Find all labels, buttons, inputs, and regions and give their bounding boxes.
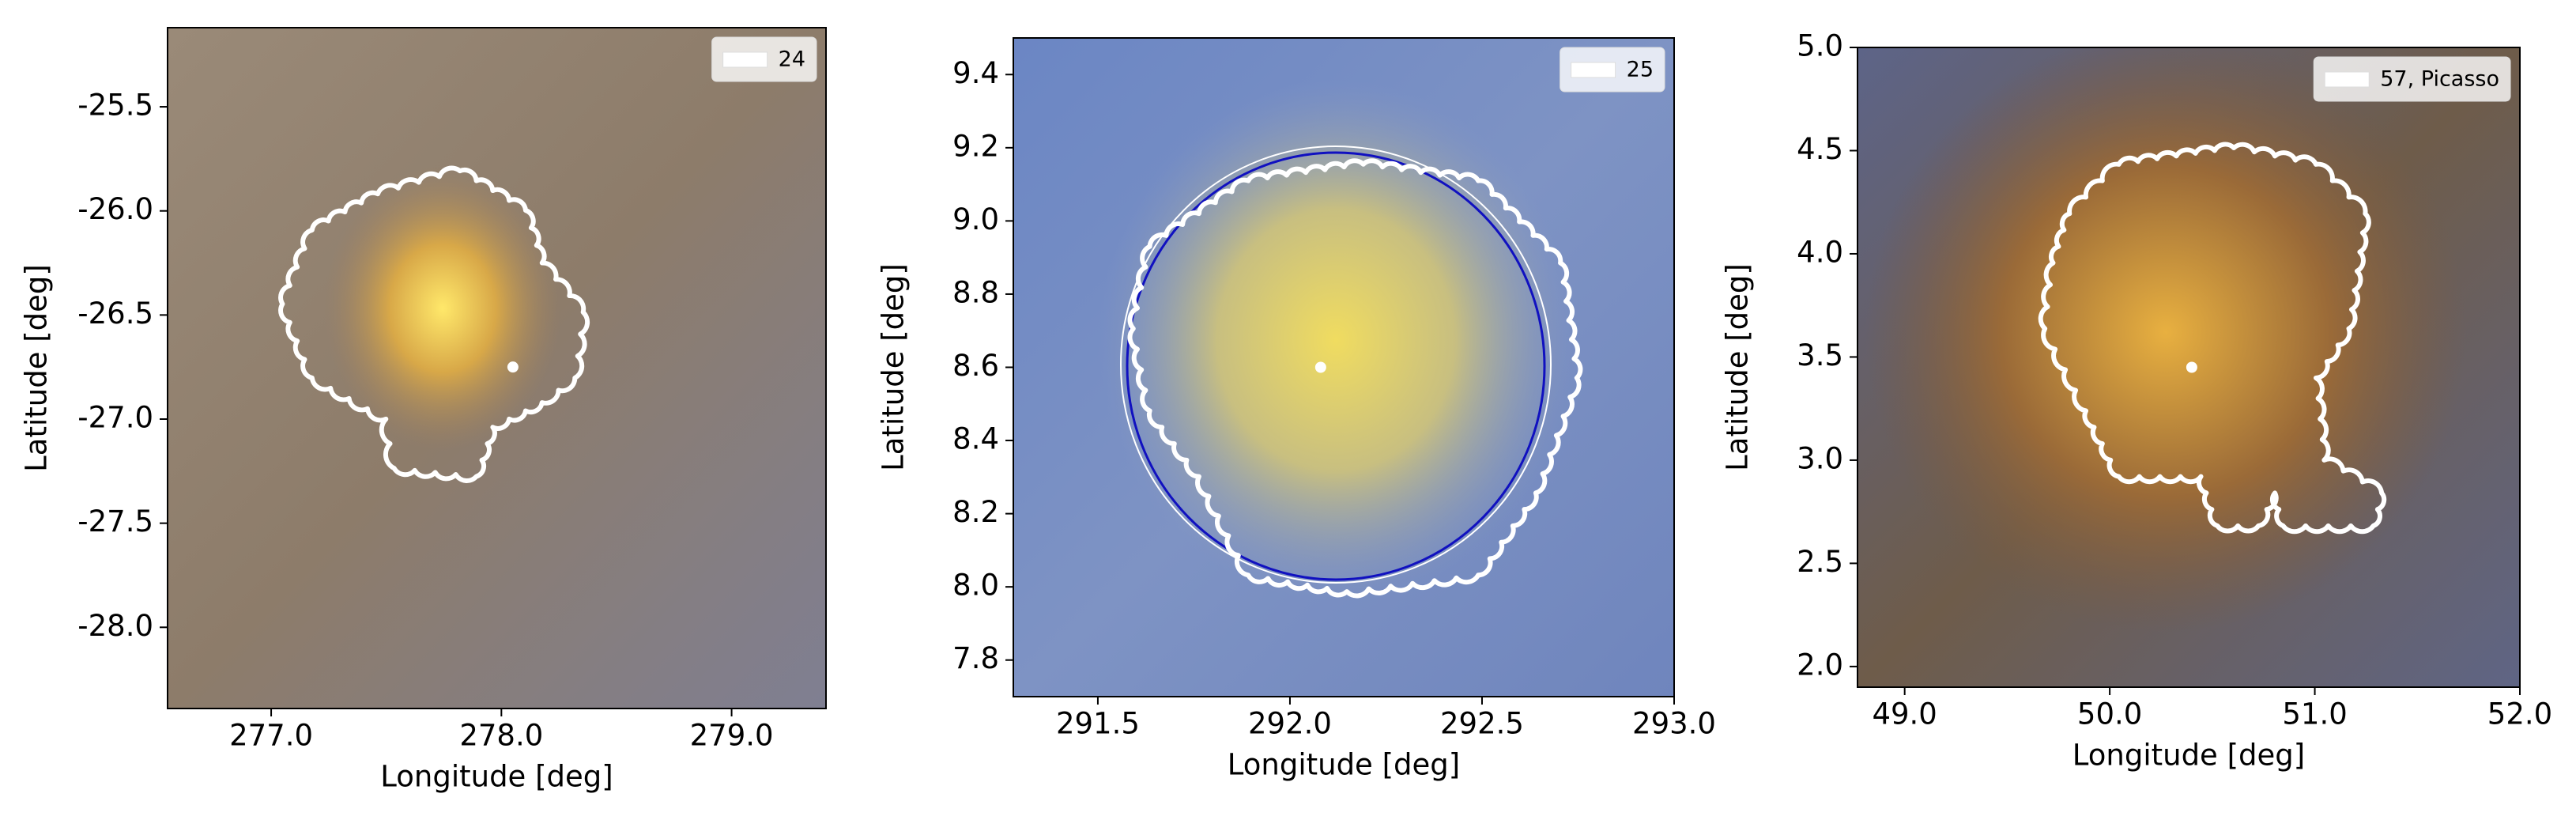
y-tick-label: 5.0 [1797, 29, 1843, 63]
fit-circle [1126, 151, 1546, 581]
outline [278, 165, 590, 483]
image-glow [1865, 47, 2466, 633]
legend-label: 24 [779, 47, 805, 72]
x-axis-label: Longitude [deg] [1228, 748, 1460, 782]
x-tick-label: 278.0 [459, 719, 543, 753]
image-glow [324, 166, 561, 451]
legend-box [2313, 56, 2511, 102]
image [1013, 38, 1674, 697]
x-axis-label: Longitude [deg] [380, 760, 613, 794]
y-tick-label: 4.0 [1797, 235, 1843, 269]
y-tick-label: 2.0 [1797, 648, 1843, 682]
legend-patch [2324, 71, 2370, 88]
y-tick-label: -26.0 [77, 192, 153, 226]
legend-label: 25 [1627, 58, 1654, 82]
legend: 24 [711, 36, 817, 82]
x-axis-label: Longitude [deg] [2072, 739, 2305, 773]
center-point [1314, 361, 1326, 373]
legend: 25 [1560, 47, 1665, 93]
legend: 57, Picasso [2313, 56, 2511, 102]
x-tick-label: 51.0 [2282, 697, 2347, 731]
y-axis-label: Latitude [deg] [1721, 263, 1755, 471]
fit-circle [1120, 145, 1552, 584]
x-tick-label: 292.0 [1248, 707, 1332, 741]
y-tick-label: 4.5 [1797, 132, 1843, 166]
x-tick-label: 291.5 [1056, 707, 1140, 741]
y-tick-label: 9.4 [952, 56, 999, 90]
image [168, 28, 826, 709]
y-tick-label: 8.4 [952, 422, 999, 456]
outline [1127, 158, 1583, 599]
x-tick-label: 293.0 [1632, 707, 1716, 741]
legend-patch [1571, 62, 1616, 78]
panel: 291.5 292.0 292.5 293.0 7.8 8.0 8.2 8.4 8.6 8.8 9.… [877, 37, 1716, 782]
panel: 277.0 278.0 279.0 -25.5 -26.0 -26.5 -27.0 -27.5… [20, 27, 827, 794]
plot-frame [167, 27, 827, 709]
y-tick-label: -28.0 [77, 609, 153, 643]
image-glow [1099, 79, 1573, 601]
y-axis-label: Latitude [deg] [20, 264, 54, 472]
y-tick-label: -26.5 [77, 297, 153, 331]
x-tick-label: 277.0 [229, 719, 313, 753]
y-tick-label: -25.5 [77, 89, 153, 123]
center-point [507, 361, 519, 373]
y-tick-label: 8.2 [952, 495, 999, 529]
x-tick-label: 49.0 [1872, 697, 1937, 731]
y-tick-label: 7.8 [952, 641, 999, 675]
plot-frame [1857, 47, 2521, 688]
x-tick-label: 292.5 [1440, 707, 1524, 741]
y-tick-label: 9.2 [952, 129, 999, 163]
y-tick-label: -27.0 [77, 401, 153, 435]
image [1858, 47, 2520, 687]
panel: 49.0 50.0 51.0 52.0 2.0 2.5 3.0 3.5 4.0 4.5 5.0 Lon… [1721, 29, 2553, 773]
x-tick-label: 279.0 [690, 719, 774, 753]
y-tick-label: 8.6 [952, 349, 999, 383]
y-tick-label: 8.0 [952, 569, 999, 603]
y-tick-label: -27.5 [77, 504, 153, 538]
outline [2038, 142, 2387, 535]
legend-label: 57, Picasso [2380, 67, 2499, 92]
y-tick-label: 3.5 [1797, 338, 1843, 372]
y-tick-label: 8.8 [952, 275, 999, 309]
y-axis-label: Latitude [deg] [877, 263, 911, 471]
x-tick-label: 52.0 [2487, 697, 2552, 731]
legend-patch [722, 51, 768, 68]
y-tick-label: 3.0 [1797, 441, 1843, 475]
y-tick-label: 9.0 [952, 202, 999, 236]
x-tick-label: 50.0 [2077, 697, 2142, 731]
y-tick-label: 2.5 [1797, 545, 1843, 579]
center-point [2186, 361, 2197, 373]
